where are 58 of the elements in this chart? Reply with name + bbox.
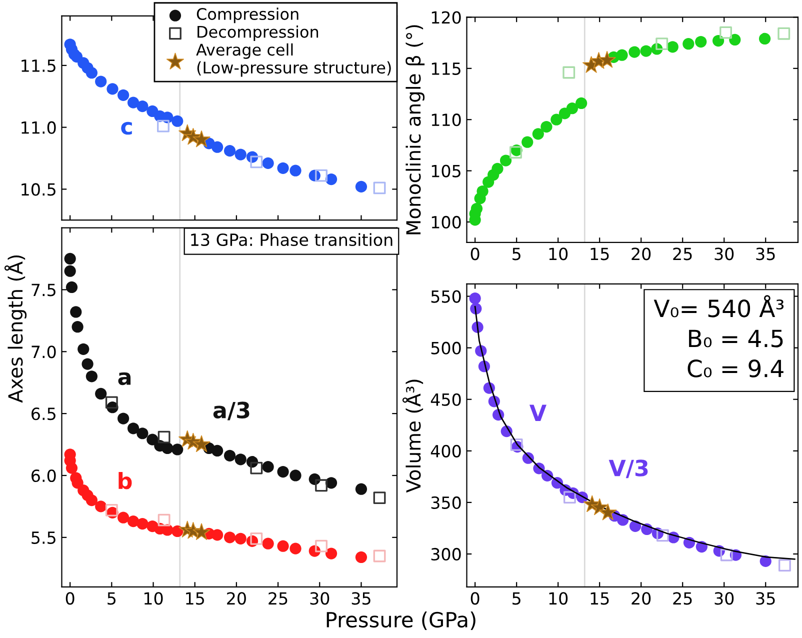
y-tick-label: 400 — [430, 444, 461, 458]
x-tick-label: 0 — [66, 592, 74, 605]
y-tick-label: 115 — [432, 62, 460, 75]
y-tick-label: 10.5 — [22, 183, 56, 196]
y-tick-label: 7.5 — [32, 284, 56, 296]
x-tick-label: 30 — [714, 248, 734, 260]
y-tick-label: 6.0 — [32, 469, 56, 482]
annotation: V — [529, 404, 546, 421]
annotation: a — [118, 372, 131, 386]
y-tick-label: 11.0 — [22, 121, 56, 134]
y-tick-label: 500 — [431, 342, 461, 354]
x-tick-label: 30 — [310, 592, 330, 605]
annotation: c — [121, 122, 132, 135]
annotation: V/3 — [608, 460, 648, 478]
y-tick-label: 300 — [431, 548, 461, 561]
x-tick-label: 5 — [512, 248, 520, 260]
x-tick-label: 25 — [673, 592, 692, 605]
x-tick-label: 20 — [227, 592, 246, 605]
y-tick-label: 7.0 — [32, 346, 56, 358]
x-tick-label: 20 — [632, 592, 651, 605]
ref-line-label: 13 GPa: Phase transition — [191, 233, 392, 246]
y-tick-label: 350 — [431, 496, 461, 510]
legend-label: Compression — [196, 8, 298, 24]
x-tick-label: 30 — [714, 592, 734, 605]
x-tick-label: 5 — [108, 592, 116, 605]
y-tick-label: 110 — [432, 114, 461, 126]
x-tick-label: 10 — [549, 248, 568, 260]
x-tick-label: 0 — [470, 248, 480, 260]
x-tick-label: 25 — [673, 248, 692, 260]
y-tick-label: 11.5 — [22, 60, 56, 72]
x-axis-title: Pressure (GPa) — [326, 611, 476, 630]
x-tick-label: 35 — [756, 248, 775, 260]
x-tick-label: 15 — [590, 248, 609, 260]
x-tick-label: 20 — [632, 248, 651, 260]
annotation: b — [118, 472, 132, 490]
x-tick-label: 10 — [144, 592, 163, 605]
x-tick-label: 15 — [186, 592, 204, 605]
x-tick-label: 0 — [470, 592, 480, 605]
x-tick-label: 25 — [268, 592, 288, 605]
y-tick-label: 105 — [432, 164, 460, 178]
y-tick-label: 450 — [430, 393, 461, 406]
y-axis-title: Monoclinic angle β (°) — [406, 25, 425, 234]
y-tick-label: 120 — [432, 11, 461, 24]
annotation: a/3 — [213, 402, 250, 420]
y-axis-title: Axes length (Å) — [4, 255, 27, 403]
legend-label: Average cell (Low-pressure structure) — [196, 43, 391, 77]
y-axis-title: Volume (Å³) — [402, 380, 424, 493]
annotation: V₀= 540 Å³ B₀ = 4.5 C₀ = 9.4 — [654, 295, 784, 378]
x-tick-label: 5 — [512, 592, 520, 605]
x-tick-label: 10 — [549, 592, 568, 605]
y-tick-label: 5.5 — [32, 532, 56, 544]
legend-label: Decompression — [198, 26, 318, 41]
x-tick-label: 35 — [352, 592, 370, 605]
x-tick-label: 15 — [590, 592, 609, 605]
x-tick-label: 35 — [756, 592, 775, 605]
y-tick-label: 6.5 — [32, 408, 56, 420]
y-tick-label: 550 — [431, 290, 461, 303]
y-tick-label: 100 — [432, 216, 461, 229]
